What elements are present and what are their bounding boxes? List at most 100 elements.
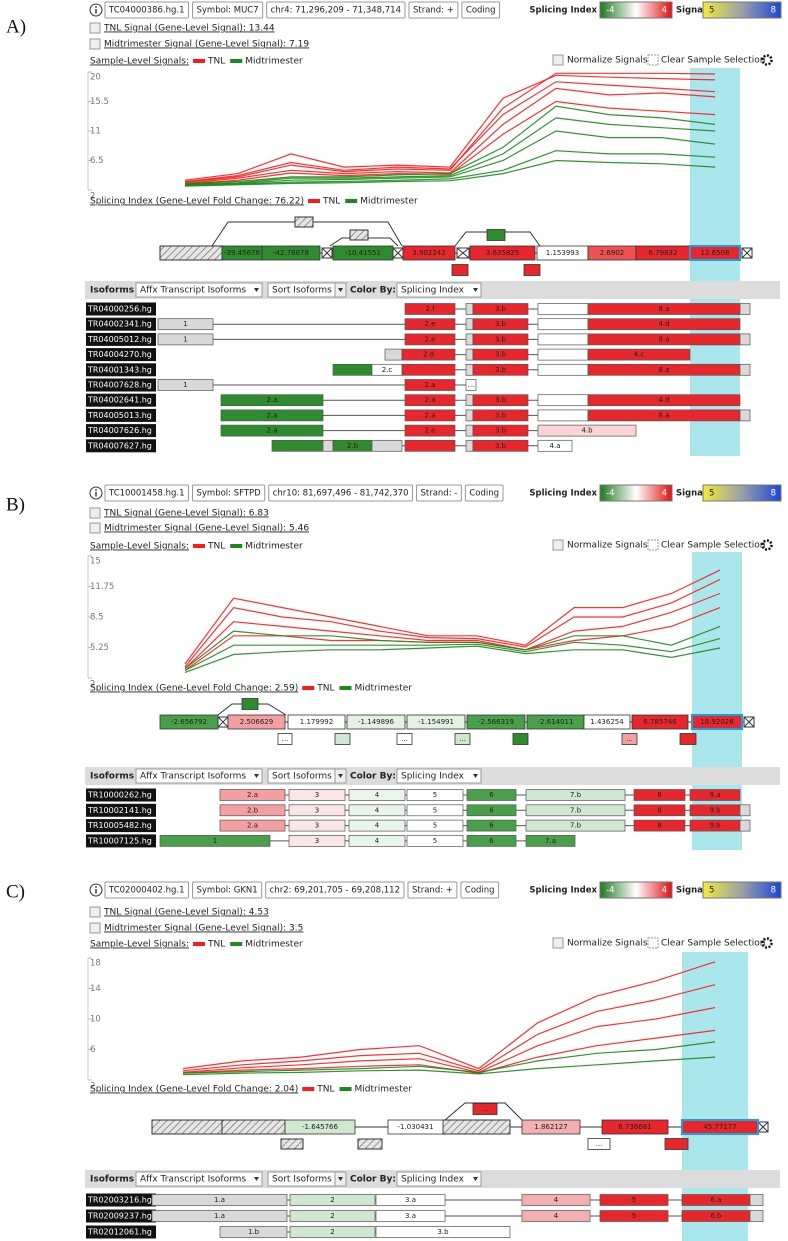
info-icon-dot [95,489,97,491]
exon-label: ... [459,735,466,743]
signal-line [184,105,716,184]
exon-label: ... [282,735,289,743]
header-field [407,881,458,899]
signal-checkbox[interactable] [89,922,101,934]
settings-gear[interactable] [761,937,773,949]
clear-checkbox[interactable] [647,54,659,66]
signal-line [184,72,716,183]
normalize-checkbox[interactable] [552,539,564,551]
header-text: chr2: 69,201,705 - 69,208,112 [270,886,400,896]
header-text: chr10: 81,697,496 - 81,742,370 [273,489,409,499]
dropdown[interactable] [135,282,263,298]
isoform-exon [348,819,406,832]
exon-label: 1.153993 [546,249,579,257]
legend-swatch [339,686,352,690]
exon-label: 6.736681 [618,1123,651,1131]
splicing-index-scale [599,1,673,19]
dropdown-text: Sort Isoforms [272,1175,332,1185]
isoform-exon [348,789,406,801]
exon [621,733,638,745]
exon [332,245,394,261]
legend-swatch [339,1087,352,1091]
signal-checkbox[interactable] [89,22,101,34]
signal-line [182,1007,716,1074]
signal-checkbox[interactable] [89,507,101,519]
header-field [461,1,501,19]
signal-checkbox[interactable] [89,522,101,534]
signal-legend-label: Signal [676,6,706,16]
isoform-exon-label: 1.a [214,1212,225,1220]
isoform-name: TR04000256.hg [87,305,152,314]
excluded-cross [321,247,333,259]
legend-name: TNL [207,542,225,552]
dropdown[interactable] [396,1171,482,1187]
settings-gear[interactable] [761,54,773,66]
signal-checkbox[interactable] [89,906,101,918]
signal-line [184,625,721,670]
isoform-exon-label: 3 [315,837,319,845]
normalize-checkbox[interactable] [552,937,564,949]
settings-gear[interactable] [761,539,773,551]
excluded-cross [392,247,404,259]
y-tick-label: 11 [90,127,101,137]
isoform-name: TR04005013.hg [87,411,152,420]
clear-checkbox[interactable] [647,937,659,949]
exon-label: 6.79832 [649,249,678,257]
normalize-checkbox[interactable] [552,54,564,66]
isoform-exon [401,348,456,361]
exon-label: ... [626,735,633,743]
dropdown[interactable] [135,768,263,784]
non-coding-exon [280,1138,304,1150]
exon-label: ... [596,1140,603,1148]
panel-label: C) [6,881,25,902]
isoform-exon [375,1210,446,1222]
isoform-exon-label: 2.e [425,335,436,343]
header-field [104,1,189,19]
isoform-exon-label: 2.e [425,427,436,435]
isoform-exon [689,789,741,801]
header-field [408,1,459,19]
signal-scale [702,1,782,19]
dropdown[interactable] [135,1171,263,1187]
isoform-exon [465,379,477,391]
isoform-exon [587,348,691,361]
dropdown-text: Affx Transcript Isoforms [140,286,246,296]
splicing-index-max: 4 [662,489,667,499]
isoform-exon-label: 3.b [495,320,507,328]
isoform-exon [465,363,474,376]
exon [583,714,631,730]
isoform-exon-label: 3.b [495,411,507,419]
signal-checkbox[interactable] [89,38,101,50]
normalize-text: Normalize Signals [567,939,648,949]
dropdown[interactable] [396,282,482,298]
isoform-exon [633,804,686,817]
isoform-exon [404,409,456,422]
isoform-exon-label: 3.b [495,305,507,313]
signal-line [182,961,716,1070]
splice-connector [444,1102,523,1121]
exon [466,714,526,730]
legend-title: Splicing Index (Gene-Level Fold Change: … [90,197,304,207]
legend-name: Midtrimester [355,684,413,694]
panel-label: B) [6,494,25,515]
isoform-name: TR10002141.hg [87,806,152,815]
legend-swatch [307,199,320,203]
y-tick-label: 10 [90,1015,101,1025]
isoform-exon-label: 2.a [267,411,278,419]
dropdown-arrow [338,288,343,292]
isoform-exon-label: 2.e [425,320,436,328]
header-text: Strand: + [413,6,454,16]
signal-max: 8 [771,886,776,896]
clear-checkbox[interactable] [647,539,659,551]
splicing-index-min: -4 [606,886,614,896]
header-field [415,484,462,502]
exon-label: -2.614011 [538,718,574,726]
legend-swatch [192,942,205,946]
signal-line [184,569,721,665]
isoform-name: TR02012061.hg [87,1228,152,1237]
exon [521,1119,581,1135]
dropdown[interactable] [396,768,482,784]
legend-title: Splicing Index (Gene-Level Fold Change: … [90,684,298,694]
gene-signal-text: Midtrimester Signal (Gene-Level Signal):… [104,924,303,934]
isoform-exon [406,789,464,801]
